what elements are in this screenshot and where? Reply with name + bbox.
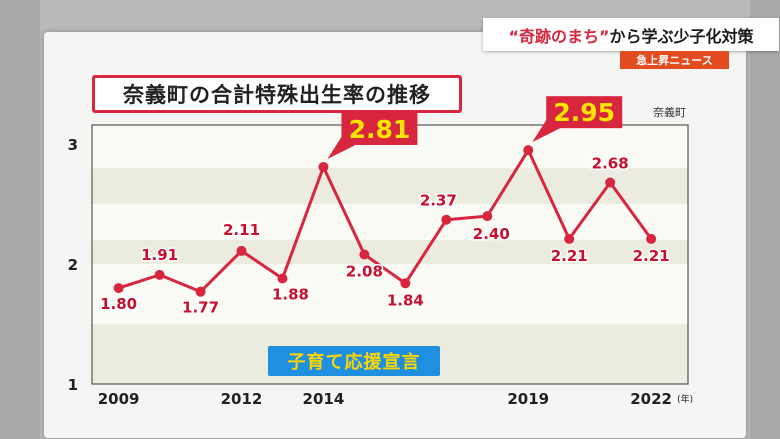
data-label: 1.91 <box>141 246 178 264</box>
annotation-label: 子育て応援宣言 <box>268 346 440 376</box>
series-label: 奈義町 <box>653 106 686 119</box>
x-tick-label: 2022 <box>630 390 672 408</box>
x-tick-label: 2019 <box>507 390 549 408</box>
x-tick-label: 2009 <box>98 390 140 408</box>
data-label-highlight: 2.81 <box>349 115 411 144</box>
data-point <box>236 245 247 256</box>
data-label: 2.08 <box>346 263 383 281</box>
x-tick-label: 2014 <box>303 390 345 408</box>
program-tag: 急上昇ニュース <box>620 51 729 69</box>
data-point <box>523 145 534 156</box>
y-tick-label: 2 <box>68 256 78 274</box>
grid-band <box>92 168 688 205</box>
y-tick-label: 1 <box>68 376 78 394</box>
data-point <box>400 278 411 289</box>
data-point <box>277 273 288 284</box>
data-label: 1.88 <box>272 285 309 303</box>
data-label: 2.21 <box>633 247 670 265</box>
data-point <box>564 233 575 244</box>
data-label: 2.11 <box>223 221 260 239</box>
callout-box <box>546 96 623 129</box>
data-point <box>154 269 165 280</box>
y-tick-label: 3 <box>68 136 78 154</box>
banner-highlight: “奇跡のまち” <box>508 26 610 46</box>
data-point <box>318 161 329 172</box>
x-axis-unit: (年) <box>677 393 693 405</box>
news-banner: “奇跡のまち” から学ぶ少子化対策 <box>483 18 779 51</box>
background-stripe <box>0 0 40 439</box>
data-label: 1.77 <box>182 299 219 317</box>
data-label: 1.84 <box>387 291 424 309</box>
x-tick-label: 2012 <box>221 390 263 408</box>
data-label-highlight: 2.95 <box>553 98 615 127</box>
chart-title: 奈義町の合計特殊出生率の推移 <box>92 75 462 113</box>
data-label: 2.40 <box>473 225 510 243</box>
background-stripe <box>750 0 780 439</box>
data-point <box>482 211 493 222</box>
callout-box <box>341 112 418 145</box>
data-point <box>195 286 206 297</box>
data-label: 2.37 <box>420 192 457 210</box>
grid-band <box>92 240 688 265</box>
data-point <box>113 283 124 294</box>
series-line <box>118 148 653 294</box>
data-label: 2.68 <box>592 155 629 173</box>
data-label: 1.80 <box>100 295 137 313</box>
data-point <box>605 177 616 188</box>
data-point <box>359 249 370 260</box>
data-point <box>441 214 452 225</box>
grid-band <box>92 204 688 241</box>
data-label: 2.21 <box>551 247 588 265</box>
banner-text: から学ぶ少子化対策 <box>609 26 754 46</box>
data-point <box>646 233 657 244</box>
